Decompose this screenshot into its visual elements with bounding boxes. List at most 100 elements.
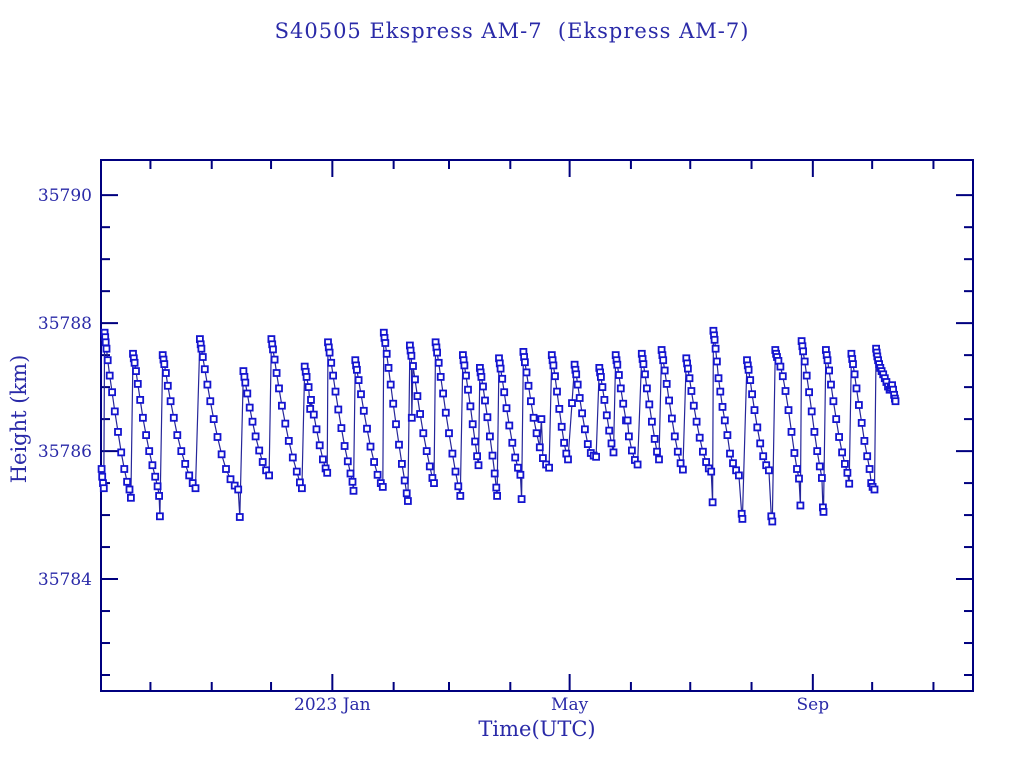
data-point-marker: [255, 446, 264, 455]
data-point-marker: [753, 423, 762, 432]
data-point-marker: [130, 358, 139, 367]
data-point-marker: [551, 372, 559, 381]
data-point-marker: [226, 475, 235, 484]
data-point-marker: [838, 448, 846, 457]
data-point-marker: [650, 434, 659, 443]
data-point-marker: [516, 470, 525, 479]
data-point-marker: [600, 395, 609, 404]
data-point-marker: [522, 368, 531, 377]
data-point-marker: [409, 362, 417, 370]
data-point-marker: [327, 358, 336, 367]
data-point-marker: [169, 413, 178, 422]
data-point-marker: [813, 447, 822, 456]
data-point-marker: [796, 501, 805, 510]
data-point-marker: [687, 387, 696, 395]
data-point-marker: [397, 459, 406, 468]
data-point-marker: [539, 454, 547, 463]
data-point-marker: [863, 452, 872, 461]
data-point-marker: [695, 433, 704, 442]
data-point-marker: [275, 384, 283, 393]
data-point-marker: [891, 397, 900, 406]
data-point-marker: [108, 388, 116, 397]
data-point-marker: [98, 472, 107, 481]
data-point-marker: [151, 472, 160, 481]
data-point-marker: [865, 465, 874, 473]
data-point-marker: [750, 406, 759, 415]
data-point-marker: [297, 484, 306, 493]
data-point-marker: [441, 408, 450, 417]
data-point-marker: [592, 452, 600, 461]
data-point-marker: [483, 413, 492, 422]
data-point-marker: [284, 436, 293, 445]
data-point-marker: [716, 387, 725, 396]
data-point-marker: [815, 462, 824, 471]
data-point-marker: [103, 356, 112, 365]
data-point-marker: [807, 407, 816, 416]
data-point-marker: [395, 440, 403, 449]
data-point-marker: [354, 376, 363, 385]
data-point-marker: [488, 451, 497, 460]
data-point-marker: [578, 409, 586, 418]
x-axis-label: Time(UTC): [478, 717, 596, 741]
data-point-marker: [433, 348, 442, 357]
data-point-marker: [793, 465, 801, 473]
data-point-marker: [823, 356, 832, 365]
data-point-marker: [425, 462, 434, 471]
data-point-marker: [628, 446, 636, 455]
data-point-marker: [679, 465, 687, 474]
data-point-marker: [870, 485, 879, 494]
data-point-marker: [689, 401, 698, 410]
data-point-marker: [272, 369, 281, 377]
data-point-marker: [829, 397, 838, 406]
data-point-marker: [153, 482, 162, 491]
data-point-marker: [645, 400, 654, 409]
data-point-marker: [451, 467, 460, 476]
data-point-marker: [756, 439, 765, 448]
data-point-marker: [434, 358, 443, 367]
data-point-marker: [217, 450, 226, 459]
data-point-marker: [222, 465, 230, 473]
data-point-marker: [288, 453, 297, 462]
data-point-marker: [346, 469, 355, 478]
data-point-marker: [281, 419, 290, 428]
data-point-marker: [827, 380, 835, 389]
data-point-marker: [511, 453, 520, 462]
data-point-marker: [312, 425, 321, 434]
data-point-marker: [537, 415, 546, 424]
data-point-marker: [213, 433, 222, 441]
data-point-marker: [123, 477, 131, 486]
data-point-marker: [805, 388, 813, 397]
chart-title: S40505 Ekspress AM-7 (Ekspress AM-7): [274, 19, 750, 43]
data-point-marker: [832, 415, 841, 424]
data-point-marker: [198, 353, 207, 361]
data-point-marker: [413, 392, 422, 401]
data-point-marker: [549, 361, 558, 370]
data-point-marker: [692, 417, 701, 426]
data-point-marker: [102, 344, 111, 353]
data-point-marker: [517, 495, 526, 504]
data-point-marker: [173, 431, 182, 440]
data-point-marker: [819, 507, 828, 516]
data-point-marker: [668, 414, 676, 423]
data-point-marker: [382, 349, 391, 358]
data-point-marker: [99, 484, 108, 493]
data-point-marker: [500, 388, 509, 397]
data-point-marker: [784, 406, 793, 415]
data-point-marker: [729, 459, 737, 468]
data-point-marker: [331, 387, 340, 396]
data-point-marker: [302, 372, 311, 381]
data-point-marker: [685, 374, 694, 383]
data-point-marker: [778, 372, 787, 381]
plot-frame: [100, 159, 974, 692]
data-point-marker: [235, 513, 244, 521]
data-point-marker: [723, 431, 732, 440]
data-point-marker: [607, 439, 616, 448]
data-point-marker: [481, 396, 489, 405]
data-point-marker: [145, 447, 154, 456]
data-point-marker: [110, 407, 119, 416]
data-point-marker: [529, 413, 538, 422]
data-point-marker: [496, 364, 505, 373]
data-point-marker: [800, 357, 809, 366]
data-point-marker: [502, 404, 511, 413]
